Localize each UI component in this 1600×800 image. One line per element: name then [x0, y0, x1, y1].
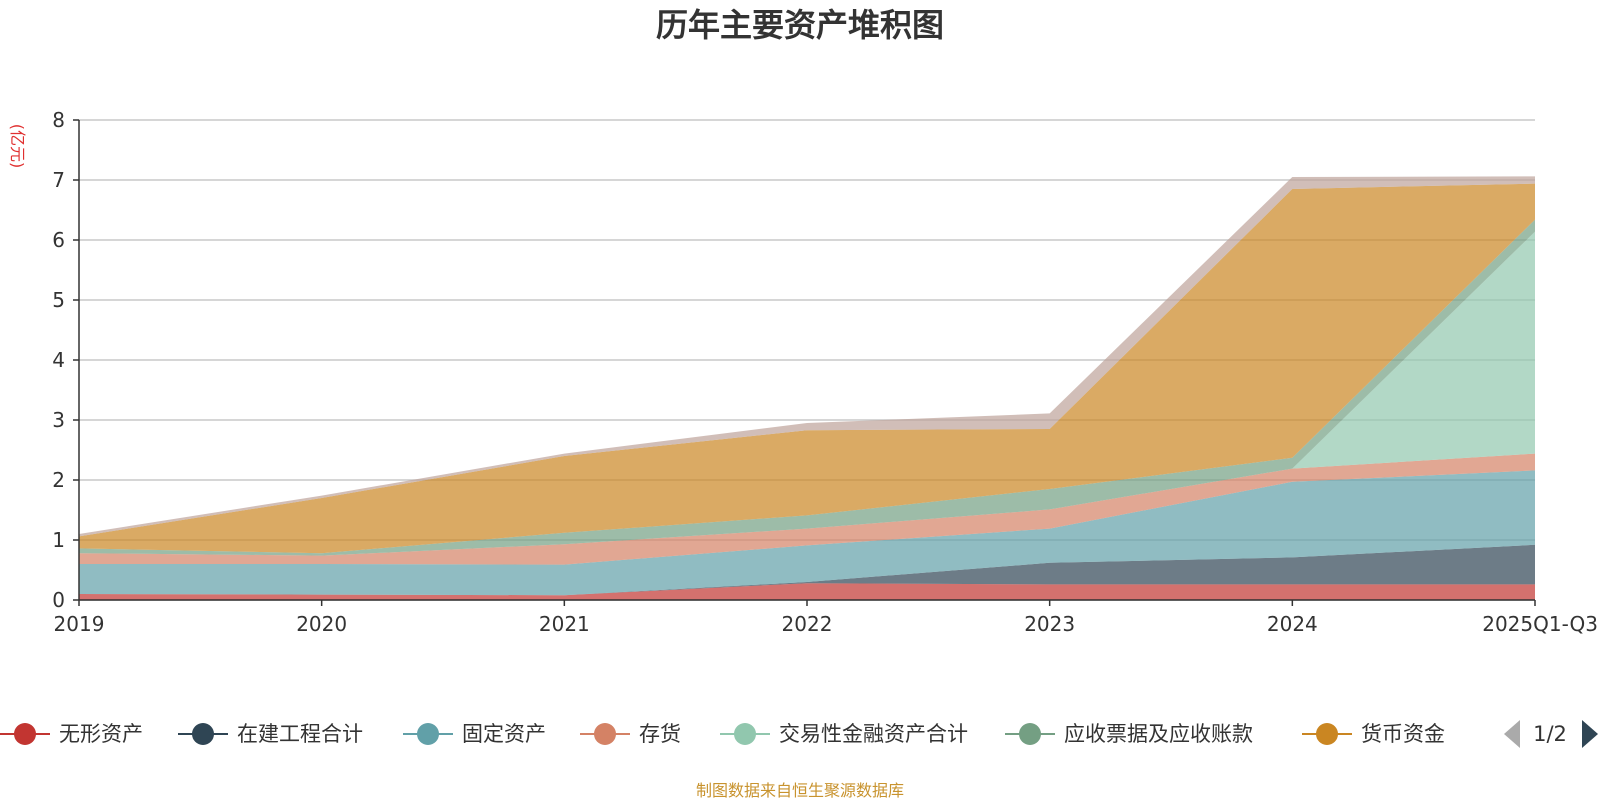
y-tick-label: 4 — [52, 348, 65, 372]
x-tick-label: 2020 — [296, 612, 347, 636]
legend-label: 交易性金融资产合计 — [779, 722, 968, 746]
legend-circle-marker — [192, 723, 214, 745]
legend-item[interactable]: 应收票据及应收账款 — [1005, 722, 1253, 746]
legend-item[interactable]: 存货 — [580, 722, 681, 746]
y-tick-label: 5 — [52, 288, 65, 312]
x-tick-label: 2024 — [1267, 612, 1318, 636]
y-tick-label: 3 — [52, 408, 65, 432]
legend-item[interactable]: 货币资金 — [1302, 722, 1445, 746]
y-tick-label: 6 — [52, 228, 65, 252]
legend-circle-marker — [734, 723, 756, 745]
data-source-note: 制图数据来自恒生聚源数据库 — [696, 781, 904, 800]
legend-item[interactable]: 无形资产 — [0, 722, 143, 746]
y-tick-label: 7 — [52, 168, 65, 192]
legend[interactable]: 无形资产 在建工程合计 固定资产 存货 交易性金融资产合计 应收票据及应收账款 货币资金 — [0, 722, 1445, 746]
x-tick-label: 2021 — [539, 612, 590, 636]
legend-label: 在建工程合计 — [237, 722, 363, 746]
area-series-4 — [79, 453, 1535, 565]
y-tick-label: 1 — [52, 528, 65, 552]
legend-prev-arrow-icon[interactable] — [1504, 720, 1520, 748]
legend-item[interactable]: 在建工程合计 — [178, 722, 363, 746]
y-axis-unit-label: (亿元) — [8, 124, 27, 169]
legend-circle-marker — [1019, 723, 1041, 745]
area-series-group — [79, 176, 1535, 600]
legend-label: 存货 — [639, 722, 681, 746]
legend-circle-marker — [14, 723, 36, 745]
y-tick-label: 2 — [52, 468, 65, 492]
legend-page-indicator: 1/2 — [1533, 722, 1567, 746]
chart-title: 历年主要资产堆积图 — [656, 6, 944, 44]
legend-label: 无形资产 — [59, 722, 143, 746]
x-tick-labels: 2019 2020 2021 2022 2023 2024 2025Q1-Q3 — [54, 600, 1598, 636]
y-tick-label: 8 — [52, 108, 65, 132]
x-tick-label: 2025Q1-Q3 — [1482, 612, 1598, 636]
legend-item[interactable]: 交易性金融资产合计 — [720, 722, 968, 746]
area-series-2 — [79, 544, 1535, 596]
y-tick-label: 0 — [52, 588, 65, 612]
legend-next-arrow-icon[interactable] — [1582, 720, 1598, 748]
legend-circle-marker — [1316, 723, 1338, 745]
area-series-3 — [79, 470, 1535, 596]
x-tick-label: 2022 — [782, 612, 833, 636]
legend-circle-marker — [417, 723, 439, 745]
legend-pager[interactable]: 1/2 — [1504, 720, 1598, 748]
area-series-1 — [79, 583, 1535, 600]
legend-label: 货币资金 — [1361, 722, 1445, 746]
legend-label: 固定资产 — [462, 722, 546, 746]
legend-item[interactable]: 固定资产 — [403, 722, 546, 746]
x-tick-label: 2023 — [1024, 612, 1075, 636]
y-tick-labels: 0 1 2 3 4 5 6 7 8 — [52, 108, 79, 612]
x-tick-label: 2019 — [54, 612, 105, 636]
area-series-7 — [79, 183, 1535, 554]
legend-label: 应收票据及应收账款 — [1064, 722, 1253, 746]
legend-circle-marker — [594, 723, 616, 745]
